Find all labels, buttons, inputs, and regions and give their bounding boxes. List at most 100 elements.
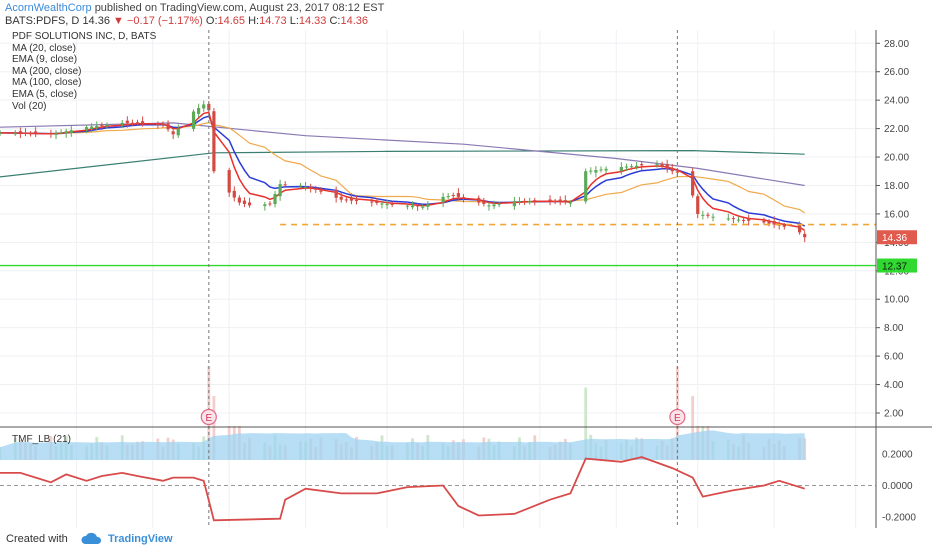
candle-body <box>334 189 338 198</box>
price-tick-label-7: 16.00 <box>884 209 909 220</box>
candle-body <box>533 200 537 202</box>
candle-body <box>84 127 89 131</box>
author-link[interactable]: AcornWealthCorp <box>5 2 92 14</box>
candle-body <box>482 201 486 204</box>
symbol-label[interactable]: BATS:PDFS, D <box>5 15 80 27</box>
candle-body <box>227 170 231 193</box>
candle-body <box>380 203 384 205</box>
candle-body <box>706 214 710 216</box>
candle-body <box>171 131 175 135</box>
candle-body <box>90 126 94 130</box>
candle-body <box>268 203 272 205</box>
candle-body <box>237 197 241 203</box>
candle-body <box>675 171 679 173</box>
candle-body <box>421 206 425 208</box>
candle-body <box>762 220 766 223</box>
price-tick-label-11: 24.00 <box>884 96 909 107</box>
candle-body <box>803 233 807 238</box>
legend-item-ma200[interactable]: MA (200, close) <box>12 65 82 77</box>
last-price: 14.36 <box>82 15 110 27</box>
candle-body <box>242 200 247 204</box>
candle-body <box>349 197 354 201</box>
candle-body <box>548 199 552 202</box>
price-tick-label-10: 22.00 <box>884 124 909 135</box>
high-value: 14.73 <box>259 15 287 27</box>
candle-body <box>18 131 22 134</box>
published-line: AcornWealthCorp published on TradingView… <box>5 2 384 14</box>
candle-body <box>594 170 598 173</box>
candle-body <box>772 221 776 225</box>
legend-item-ema9[interactable]: EMA (9, close) <box>12 54 78 66</box>
candle-body <box>339 196 343 200</box>
candle-body <box>568 202 573 204</box>
candle-body <box>166 123 170 130</box>
candle-body <box>584 171 588 202</box>
price-tick-label-12: 26.00 <box>884 67 909 78</box>
legend-item-ma100[interactable]: MA (100, close) <box>12 77 82 89</box>
candle-body <box>426 204 430 207</box>
price-tick-label-2: 6.00 <box>884 352 904 363</box>
earnings-marker-label-0: E <box>205 413 212 424</box>
candle-body <box>461 197 466 199</box>
price-chart[interactable]: EE TMF_LB (21) 2.004.006.008.0010.0012.0… <box>0 30 932 528</box>
candle-body <box>665 164 669 169</box>
earnings-marker-circle-0 <box>200 408 217 426</box>
price-tick-label-3: 8.00 <box>884 323 904 334</box>
candle-body <box>701 214 705 216</box>
price-change: −0.17 (−1.17%) <box>126 15 203 27</box>
ema9-line <box>0 115 806 227</box>
candle-body <box>161 124 165 126</box>
candle-body <box>370 201 374 203</box>
tradingview-brand[interactable]: TradingView <box>108 533 173 545</box>
candle-body <box>156 124 160 126</box>
candle-body <box>263 204 267 207</box>
candle-body <box>64 131 68 134</box>
candle-body <box>731 218 735 220</box>
candle-body <box>197 107 201 114</box>
candle-body <box>629 166 634 168</box>
candle-body <box>670 168 674 172</box>
candle-body <box>95 125 99 129</box>
candle-body <box>747 218 751 221</box>
candle-body <box>640 164 644 166</box>
candle-body <box>13 133 17 135</box>
ma20-line <box>0 121 806 214</box>
candle-body <box>691 171 695 196</box>
candle-body <box>405 205 410 207</box>
candle-body <box>604 168 608 171</box>
candle-body <box>410 205 415 208</box>
candle-body <box>273 194 277 205</box>
candle-body <box>34 131 38 134</box>
candle-body <box>798 225 802 233</box>
candle-body <box>28 133 33 135</box>
price-tick-label-0: 2.00 <box>884 409 904 420</box>
legend-item-vol[interactable]: Vol (20) <box>12 100 47 112</box>
candle-body <box>497 203 501 205</box>
candle-body <box>385 203 389 206</box>
candle-body <box>49 133 53 135</box>
price-tick-label-4: 10.00 <box>884 295 909 306</box>
candle-body <box>212 111 216 172</box>
candle-body <box>741 219 746 221</box>
candle-body <box>141 121 145 124</box>
candle-body <box>416 205 420 207</box>
candle-body <box>726 218 730 220</box>
price-tick-label-9: 20.00 <box>884 153 909 164</box>
candle-body <box>522 200 527 202</box>
candle-body <box>283 184 287 186</box>
legend-item-ema5[interactable]: EMA (5, close) <box>12 88 78 100</box>
legend-item-ma20[interactable]: MA (20, close) <box>12 42 76 54</box>
close-value: 14.36 <box>340 15 369 27</box>
ma100-line <box>0 122 805 187</box>
candle-body <box>69 130 73 134</box>
published-text: published on TradingView.com, August 23,… <box>94 2 385 14</box>
quote-line: BATS:PDFS, D 14.36 ▼ −0.17 (−1.17%) O:14… <box>5 15 368 27</box>
candle-body <box>767 221 771 224</box>
candle-body <box>487 205 491 207</box>
candle-body <box>711 216 715 218</box>
footer-bar: Created with TradingView <box>0 528 932 550</box>
tmf-tick-label-0: -0.2000 <box>882 513 916 524</box>
candle-body <box>354 200 359 202</box>
candle-body <box>232 190 236 198</box>
candle-body <box>635 165 639 168</box>
